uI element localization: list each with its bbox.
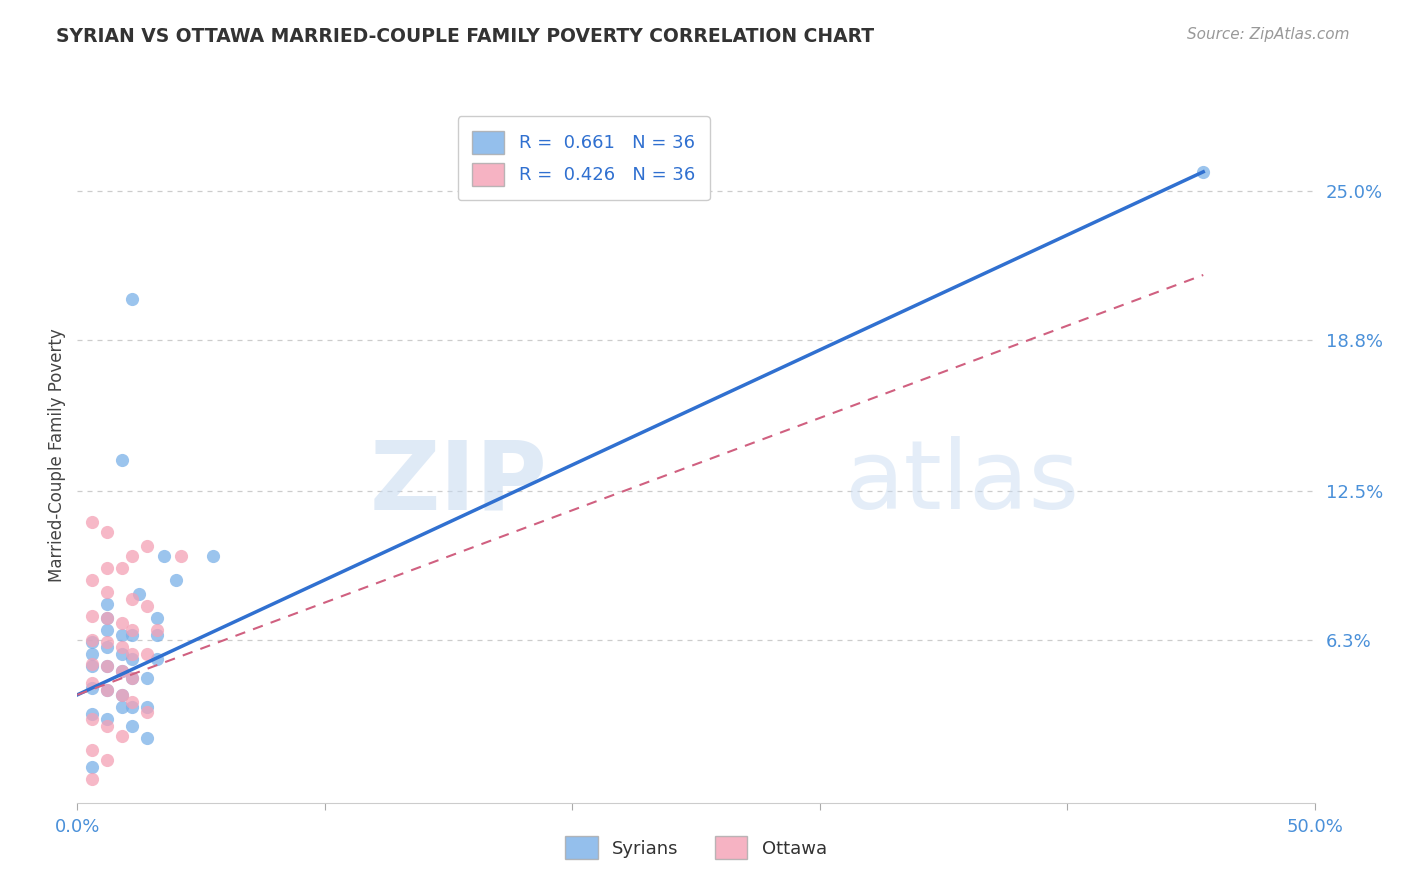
Point [96,712,118,726]
Point [135,731,157,745]
Point [82,515,104,529]
Point [135,705,157,719]
Point [96,635,118,649]
Point [96,524,118,539]
Point [153,549,176,563]
Point [82,647,104,661]
Point [82,760,104,774]
Point [82,712,104,726]
Point [82,608,104,623]
Point [96,560,118,574]
Point [96,683,118,698]
Point [121,652,143,666]
Point [135,671,157,685]
Point [111,640,134,654]
Point [121,647,143,661]
Point [1192,165,1215,179]
Point [82,659,104,673]
Point [135,539,157,553]
Point [121,549,143,563]
Point [96,611,118,625]
Point [111,664,134,678]
Y-axis label: Married-Couple Family Poverty: Married-Couple Family Poverty [48,328,66,582]
Point [111,729,134,743]
Point [96,584,118,599]
Point [96,623,118,637]
Point [96,659,118,673]
Text: SYRIAN VS OTTAWA MARRIED-COUPLE FAMILY POVERTY CORRELATION CHART: SYRIAN VS OTTAWA MARRIED-COUPLE FAMILY P… [56,27,875,45]
Point [128,587,150,601]
Point [111,560,134,574]
Point [145,652,167,666]
Point [111,664,134,678]
Point [96,659,118,673]
Point [111,628,134,642]
Point [121,623,143,637]
Point [111,688,134,702]
Point [82,743,104,757]
Point [82,681,104,695]
Point [145,628,167,642]
Point [82,573,104,587]
Point [82,657,104,671]
Point [111,699,134,714]
Point [96,611,118,625]
Point [121,671,143,685]
Point [96,753,118,767]
Point [82,635,104,649]
Point [96,719,118,733]
Point [111,615,134,630]
Point [145,623,167,637]
Text: ZIP: ZIP [370,436,547,529]
Legend: Syrians, Ottawa: Syrians, Ottawa [551,822,841,874]
Point [121,628,143,642]
Point [121,695,143,709]
Point [96,640,118,654]
Point [135,699,157,714]
Point [135,647,157,661]
Point [121,671,143,685]
Point [96,683,118,698]
Point [165,573,187,587]
Point [111,688,134,702]
Point [170,549,193,563]
Point [82,632,104,647]
Point [145,611,167,625]
Text: Source: ZipAtlas.com: Source: ZipAtlas.com [1187,27,1350,42]
Point [121,591,143,606]
Point [111,452,134,467]
Point [121,699,143,714]
Point [111,647,134,661]
Point [135,599,157,613]
Text: atlas: atlas [845,436,1080,529]
Point [82,772,104,786]
Point [82,676,104,690]
Point [202,549,225,563]
Point [96,597,118,611]
Point [82,706,104,721]
Point [121,719,143,733]
Point [121,292,143,306]
